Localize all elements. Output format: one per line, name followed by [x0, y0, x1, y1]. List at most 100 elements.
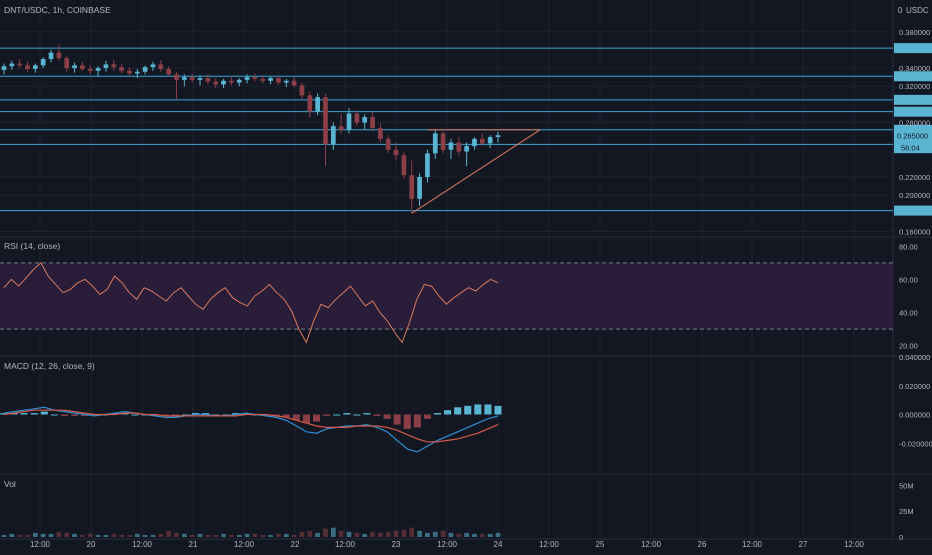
volume-bar	[17, 534, 23, 537]
volume-bar	[213, 534, 219, 537]
candle-body[interactable]	[479, 138, 485, 144]
rsi-line[interactable]	[3, 262, 499, 344]
volume-bar	[221, 533, 226, 537]
candle-body[interactable]	[378, 127, 383, 139]
candle-body[interactable]	[472, 138, 477, 147]
candle-body[interactable]	[174, 74, 179, 80]
candle-body[interactable]	[181, 77, 187, 80]
rsi-title[interactable]: RSI (14, close)	[4, 241, 60, 251]
candle-body[interactable]	[307, 95, 313, 112]
candle-body[interactable]	[323, 97, 328, 145]
macd-title[interactable]: MACD (12, 26, close, 9)	[4, 361, 95, 371]
candle-body[interactable]	[456, 142, 462, 152]
volume-bar	[346, 531, 352, 537]
symbol-title[interactable]: DNT/USDC, 1h, COINBASE	[4, 5, 111, 15]
candle-body[interactable]	[72, 65, 77, 69]
candle-body[interactable]	[127, 70, 132, 74]
candle-body[interactable]	[48, 52, 54, 59]
candle-body[interactable]	[338, 126, 344, 130]
candle-body[interactable]	[80, 65, 85, 69]
rsi-tick-label: 40.00	[899, 309, 918, 318]
candle-body[interactable]	[330, 126, 336, 145]
candle-body[interactable]	[221, 80, 226, 85]
candle-body[interactable]	[111, 64, 117, 68]
candle-body[interactable]	[119, 67, 124, 71]
candle-body[interactable]	[205, 78, 211, 82]
candle-body[interactable]	[362, 117, 368, 123]
volume-bar	[495, 532, 501, 537]
time-tick-label: 12:00	[539, 540, 560, 549]
candle-body[interactable]	[385, 138, 391, 150]
candle-body[interactable]	[354, 113, 360, 123]
candle-body[interactable]	[299, 85, 305, 96]
candle-body[interactable]	[142, 67, 148, 72]
macd-histogram-bar	[313, 414, 321, 422]
price-tick-label: 0.320000	[899, 82, 930, 91]
volume-bar	[9, 533, 15, 537]
macd-signal-line[interactable]	[3, 409, 499, 443]
candle-body[interactable]	[150, 64, 156, 68]
candle-body[interactable]	[236, 79, 242, 83]
volume-bar	[56, 531, 62, 537]
candle-body[interactable]	[87, 68, 93, 71]
candle-body[interactable]	[166, 68, 172, 75]
candle-body[interactable]	[425, 153, 430, 177]
candle-body[interactable]	[17, 63, 23, 66]
candle-body[interactable]	[213, 81, 219, 85]
volume-tick-label: 25M	[899, 507, 914, 516]
candle-body[interactable]	[417, 177, 422, 199]
candle-body[interactable]	[409, 175, 415, 199]
candle-body[interactable]	[448, 142, 454, 150]
candle-body[interactable]	[9, 63, 15, 67]
volume-bar	[425, 532, 430, 537]
candle-body[interactable]	[401, 155, 407, 176]
candle-body[interactable]	[260, 78, 266, 81]
price-tick-label: 0.200000	[899, 191, 930, 200]
candle-body[interactable]	[189, 77, 195, 80]
candle-body[interactable]	[315, 97, 321, 112]
candle-body[interactable]	[276, 78, 281, 83]
candle-body[interactable]	[252, 77, 258, 79]
candle-body[interactable]	[103, 64, 109, 69]
candle-body[interactable]	[291, 80, 297, 86]
candle-body[interactable]	[1, 66, 7, 70]
candle-body[interactable]	[440, 133, 446, 150]
candle-body[interactable]	[244, 77, 250, 80]
candle-body[interactable]	[346, 113, 352, 130]
candle-body[interactable]	[64, 58, 70, 69]
candle-body[interactable]	[432, 133, 438, 154]
macd-line[interactable]	[3, 406, 499, 453]
candle-body[interactable]	[25, 65, 30, 69]
triangle-support-line[interactable]	[411, 129, 541, 214]
macd-histogram-bar	[302, 414, 310, 424]
candle-body[interactable]	[229, 80, 234, 83]
volume-bar	[205, 534, 211, 537]
candle-body[interactable]	[370, 117, 375, 128]
axis-top-label: 0	[898, 6, 903, 15]
volume-bar	[283, 533, 289, 537]
macd-histogram-bar	[212, 414, 220, 416]
candle-body[interactable]	[158, 64, 164, 69]
candle-body[interactable]	[95, 68, 101, 71]
candle-body[interactable]	[487, 137, 493, 144]
candle-body[interactable]	[393, 149, 399, 156]
candle-body[interactable]	[283, 80, 289, 83]
candle-body[interactable]	[197, 78, 203, 80]
candle-body[interactable]	[33, 65, 38, 69]
time-tick-label: 27	[799, 540, 808, 549]
macd-histogram-bar	[222, 414, 230, 416]
macd-histogram-bar	[131, 414, 139, 416]
macd-histogram-bar	[383, 414, 391, 419]
macd-histogram-bar	[20, 413, 28, 415]
volume-title[interactable]: Vol	[4, 479, 16, 489]
candle-body[interactable]	[134, 71, 140, 74]
candle-body[interactable]	[268, 78, 273, 81]
candle-body[interactable]	[40, 59, 46, 66]
candle-body[interactable]	[495, 135, 501, 138]
candle-body[interactable]	[56, 52, 62, 59]
candle-body[interactable]	[464, 146, 469, 152]
volume-bar	[48, 533, 54, 537]
macd-tick-label: 0.040000	[899, 353, 930, 362]
